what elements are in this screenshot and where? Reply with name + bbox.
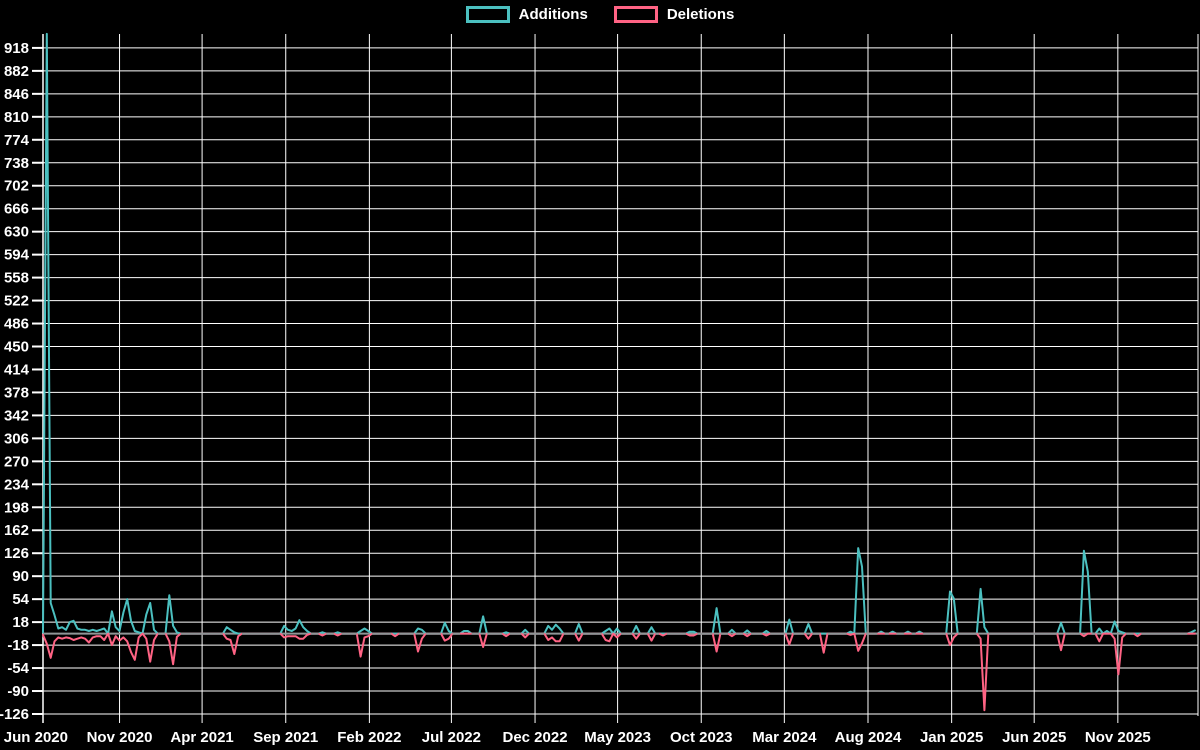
y-tick-label: 522 <box>4 293 29 310</box>
x-tick-label: May 2023 <box>584 729 651 746</box>
y-tick-label: 54 <box>12 591 29 608</box>
y-tick-label: -90 <box>7 683 29 700</box>
x-tick-label: Aug 2024 <box>835 729 902 746</box>
y-tick-label: 882 <box>4 63 29 80</box>
x-tick-label: Dec 2022 <box>503 729 568 746</box>
x-tick-label: Sep 2021 <box>253 729 318 746</box>
y-tick-label: 558 <box>4 270 29 287</box>
x-tick-label: Jul 2022 <box>422 729 481 746</box>
legend-label-additions: Additions <box>518 6 588 23</box>
y-tick-label: 450 <box>4 339 29 356</box>
y-tick-label: 594 <box>4 247 30 264</box>
series-line-additions <box>42 32 1196 635</box>
y-tick-label: 90 <box>12 568 29 585</box>
x-tick-label: Apr 2021 <box>170 729 233 746</box>
x-tick-label: Nov 2025 <box>1085 729 1151 746</box>
x-tick-label: Jun 2025 <box>1002 729 1066 746</box>
y-tick-label: 414 <box>4 361 30 378</box>
x-tick-label: Jun 2020 <box>4 729 68 746</box>
chart-legend: Additions Deletions <box>0 6 1200 23</box>
y-tick-label: 702 <box>4 178 29 195</box>
deletions-swatch-icon <box>613 6 658 23</box>
x-tick-label: Nov 2020 <box>87 729 153 746</box>
y-tick-label: 342 <box>4 407 29 424</box>
y-tick-label: 378 <box>4 384 29 401</box>
y-tick-label: 630 <box>4 224 29 241</box>
y-tick-label: 18 <box>12 614 29 631</box>
y-tick-label: 162 <box>4 522 29 539</box>
y-tick-label: 666 <box>4 201 29 218</box>
y-tick-label: 198 <box>4 499 29 516</box>
y-tick-label: 486 <box>4 316 29 333</box>
x-tick-label: Jan 2025 <box>920 729 983 746</box>
y-tick-label: 846 <box>4 86 29 103</box>
y-tick-label: 918 <box>4 40 29 57</box>
y-tick-label: 810 <box>4 109 29 126</box>
legend-label-deletions: Deletions <box>666 6 735 23</box>
legend-item-deletions[interactable]: Deletions <box>613 6 735 23</box>
y-tick-label: 738 <box>4 155 29 172</box>
legend-item-additions[interactable]: Additions <box>465 6 588 23</box>
x-tick-label: Mar 2024 <box>752 729 817 746</box>
x-tick-label: Feb 2022 <box>337 729 401 746</box>
y-tick-label: -18 <box>7 637 29 654</box>
y-tick-label: -54 <box>7 660 29 677</box>
x-tick-label: Oct 2023 <box>670 729 733 746</box>
y-tick-label: 774 <box>4 132 30 149</box>
y-tick-label: 270 <box>4 453 29 470</box>
y-tick-label: 306 <box>4 430 29 447</box>
y-tick-label: -126 <box>0 706 29 723</box>
additions-swatch-icon <box>465 6 510 23</box>
y-tick-label: 126 <box>4 545 29 562</box>
y-tick-label: 234 <box>4 476 30 493</box>
